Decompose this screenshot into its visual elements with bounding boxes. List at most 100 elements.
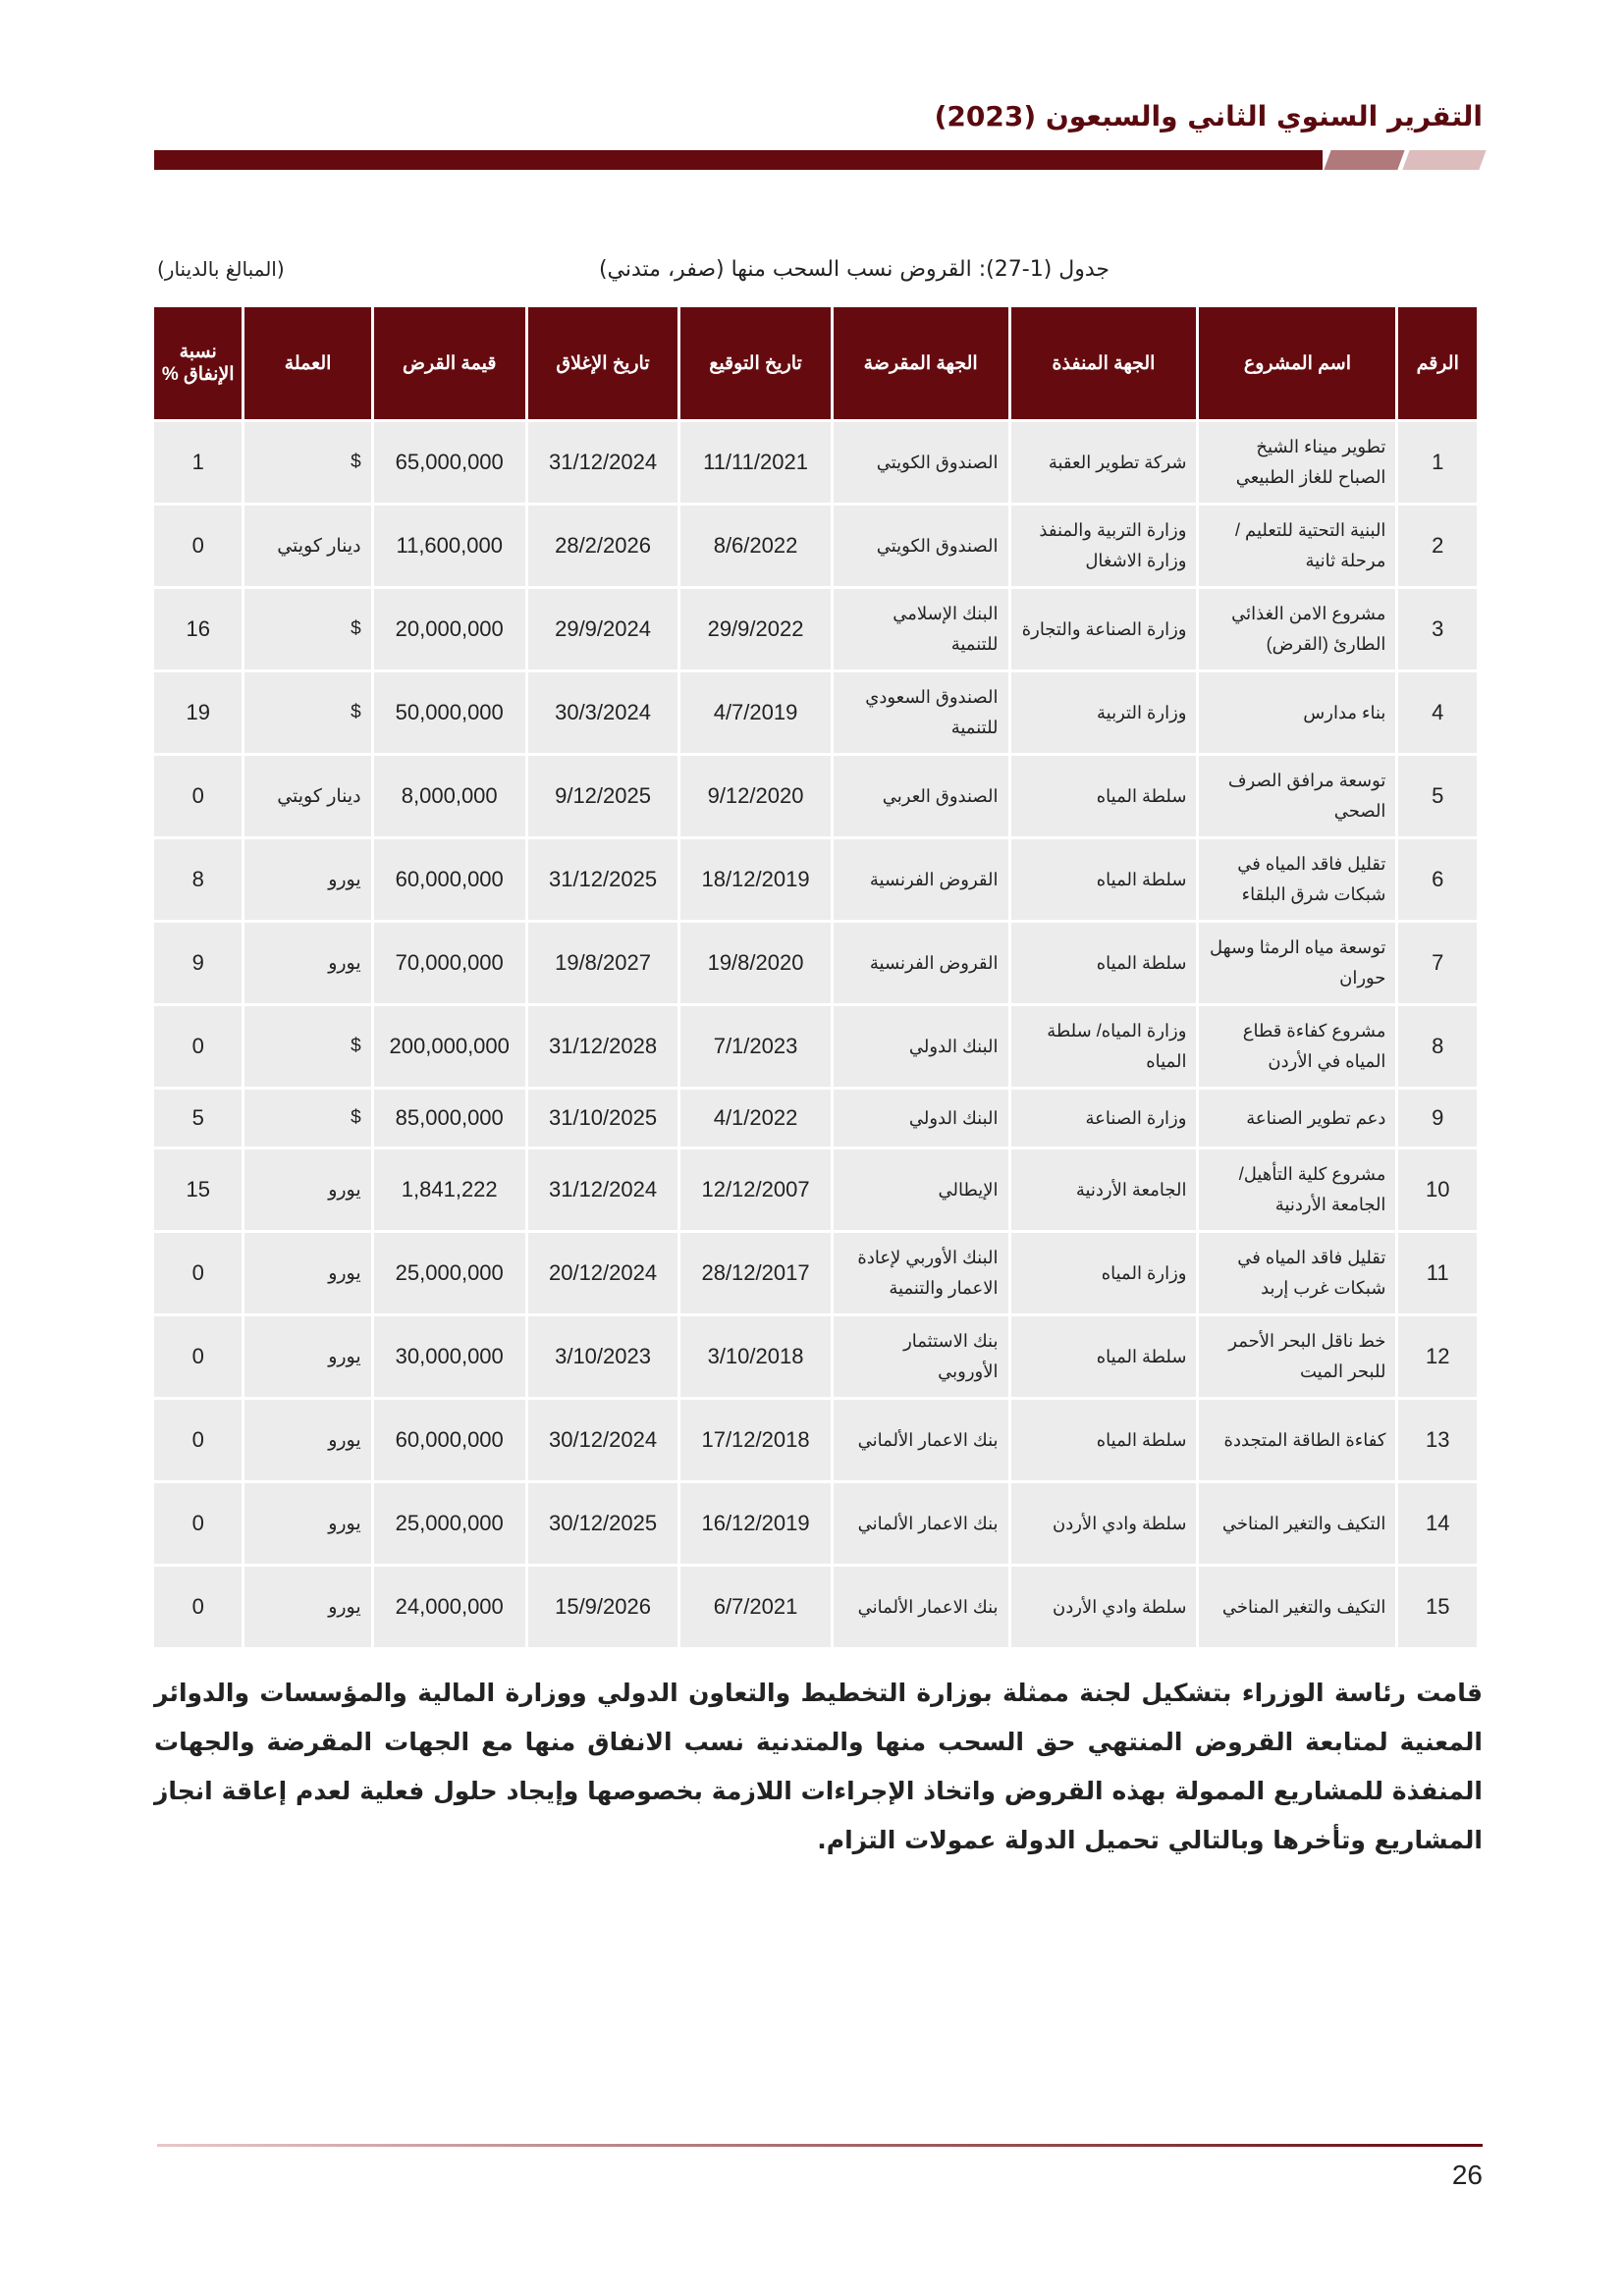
table-cell: 3/10/2018 (680, 1316, 831, 1397)
table-cell: 50,000,000 (373, 672, 525, 753)
table-cell: 28/2/2026 (527, 506, 678, 586)
table-cell: 20/12/2024 (527, 1233, 678, 1313)
table-cell: البنك الدولي (833, 1090, 1008, 1147)
column-header: تاريخ الإغلاق (527, 307, 678, 419)
table-cell: 16/12/2019 (680, 1483, 831, 1564)
table-cell: يورو (244, 1567, 371, 1647)
table-cell: 4/7/2019 (680, 672, 831, 753)
table-row: 15 التكيف والتغير المناخي سلطة وادي الأردن… (154, 1567, 1477, 1647)
table-cell: 9/12/2020 (680, 756, 831, 836)
table-cell: 11/11/2021 (680, 422, 831, 503)
table-row: 1 تطوير ميناء الشيخ الصباح للغاز الطبيعي ش… (154, 422, 1477, 503)
table-cell: 6/7/2021 (680, 1567, 831, 1647)
table-cell: دعم تطوير الصناعة (1199, 1090, 1396, 1147)
table-cell: 70,000,000 (373, 923, 525, 1003)
unit-note: (المبالغ بالدينار) (157, 257, 285, 281)
table-cell: 11 (1398, 1233, 1477, 1313)
table-cell: 31/12/2024 (527, 422, 678, 503)
table-row: 13 كفاءة الطاقة المتجددة سلطة المياه بنك ال… (154, 1400, 1477, 1480)
table-cell: 15/9/2026 (527, 1567, 678, 1647)
table-cell: 28/12/2017 (680, 1233, 831, 1313)
table-cell: بنك الاعمار الألماني (833, 1400, 1008, 1480)
table-cell: 3/10/2023 (527, 1316, 678, 1397)
table-cell: 2 (1398, 506, 1477, 586)
table-cell: دينار كويتي (244, 756, 371, 836)
table-cell: البنك الأوربي لإعادة الاعمار والتنمية (833, 1233, 1008, 1313)
table-cell: سلطة المياه (1010, 1316, 1197, 1397)
table-cell: 60,000,000 (373, 1400, 525, 1480)
table-cell: توسعة مرافق الصرف الصحي (1199, 756, 1396, 836)
table-cell: مشروع الامن الغذائي الطارئ (القرض) (1199, 589, 1396, 669)
table-cell: 6 (1398, 839, 1477, 920)
table-cell: يورو (244, 1316, 371, 1397)
table-cell: يورو (244, 1400, 371, 1480)
body-paragraph: قامت رئاسة الوزراء بتشكيل لجنة ممثلة بوز… (154, 1679, 1483, 1854)
table-cell: يورو (244, 1149, 371, 1230)
table-cell: $ (244, 422, 371, 503)
table-cell: 7/1/2023 (680, 1006, 831, 1087)
table-cell: مشروع كفاءة قطاع المياه في الأردن (1199, 1006, 1396, 1087)
table-row: 8 مشروع كفاءة قطاع المياه في الأردن وزارة … (154, 1006, 1477, 1087)
table-row: 2 البنية التحتية للتعليم / مرحلة ثانية وزا… (154, 506, 1477, 586)
table-cell: الجامعة الأردنية (1010, 1149, 1197, 1230)
table-cell: 65,000,000 (373, 422, 525, 503)
table-header-row: الرقم اسم المشروع الجهة المنفذة الجهة المقر… (154, 307, 1477, 419)
table-cell: 60,000,000 (373, 839, 525, 920)
table-cell: البنك الإسلامي للتنمية (833, 589, 1008, 669)
table-cell: 8 (1398, 1006, 1477, 1087)
table-cell: وزارة التربية والمنفذ وزارة الاشغال (1010, 506, 1197, 586)
table-cell: 30/12/2024 (527, 1400, 678, 1480)
table-row: 10 مشروع كلية التأهيل/ الجامعة الأردنية ال… (154, 1149, 1477, 1230)
table-cell: 31/12/2025 (527, 839, 678, 920)
table-cell: تقليل فاقد المياه في شبكات شرق البلقاء (1199, 839, 1396, 920)
table-cell: 12 (1398, 1316, 1477, 1397)
table-cell: يورو (244, 839, 371, 920)
table-cell: 0 (154, 506, 243, 586)
table-cell: وزارة المياه (1010, 1233, 1197, 1313)
table-cell: 4/1/2022 (680, 1090, 831, 1147)
table-cell: 8/6/2022 (680, 506, 831, 586)
table-row: 11 تقليل فاقد المياه في شبكات غرب إربد وزا… (154, 1233, 1477, 1313)
table-cell: 19/8/2027 (527, 923, 678, 1003)
table-cell: مشروع كلية التأهيل/ الجامعة الأردنية (1199, 1149, 1396, 1230)
table-cell: 8 (154, 839, 243, 920)
table-cell: 8,000,000 (373, 756, 525, 836)
table-cell: 200,000,000 (373, 1006, 525, 1087)
table-cell: 12/12/2007 (680, 1149, 831, 1230)
table-cell: يورو (244, 923, 371, 1003)
column-header: الرقم (1398, 307, 1477, 419)
table-cell: 15 (1398, 1567, 1477, 1647)
table-cell: 9 (1398, 1090, 1477, 1147)
table-cell: 25,000,000 (373, 1483, 525, 1564)
table-cell: 5 (154, 1090, 243, 1147)
table-cell: 9 (154, 923, 243, 1003)
loans-table: الرقم اسم المشروع الجهة المنفذة الجهة المقر… (151, 304, 1480, 1650)
footer-divider (157, 2144, 1483, 2147)
table-cell: 31/12/2024 (527, 1149, 678, 1230)
table-row: 12 خط ناقل البحر الأحمر للبحر الميت سلطة ا… (154, 1316, 1477, 1397)
table-cell: سلطة المياه (1010, 756, 1197, 836)
table-cell: 0 (154, 1006, 243, 1087)
table-cell: سلطة المياه (1010, 923, 1197, 1003)
table-cell: وزارة الصناعة (1010, 1090, 1197, 1147)
table-cell: يورو (244, 1233, 371, 1313)
table-cell: وزارة الصناعة والتجارة (1010, 589, 1197, 669)
table-cell: 20,000,000 (373, 589, 525, 669)
table-cell: 10 (1398, 1149, 1477, 1230)
table-cell: 25,000,000 (373, 1233, 525, 1313)
column-header: اسم المشروع (1199, 307, 1396, 419)
table-row: 6 تقليل فاقد المياه في شبكات شرق البلقاء س… (154, 839, 1477, 920)
table-cell: 1,841,222 (373, 1149, 525, 1230)
table-cell: 17/12/2018 (680, 1400, 831, 1480)
table-cell: تقليل فاقد المياه في شبكات غرب إربد (1199, 1233, 1396, 1313)
header-bar-accent-light (1402, 150, 1487, 170)
table-cell: كفاءة الطاقة المتجددة (1199, 1400, 1396, 1480)
table-cell: توسعة مياه الرمثا وسهل حوران (1199, 923, 1396, 1003)
table-cell: التكيف والتغير المناخي (1199, 1567, 1396, 1647)
table-cell: 0 (154, 1567, 243, 1647)
table-cell: 11,600,000 (373, 506, 525, 586)
table-cell: تطوير ميناء الشيخ الصباح للغاز الطبيعي (1199, 422, 1396, 503)
table-row: 3 مشروع الامن الغذائي الطارئ (القرض) وزارة… (154, 589, 1477, 669)
table-cell: 16 (154, 589, 243, 669)
table-cell: البنية التحتية للتعليم / مرحلة ثانية (1199, 506, 1396, 586)
